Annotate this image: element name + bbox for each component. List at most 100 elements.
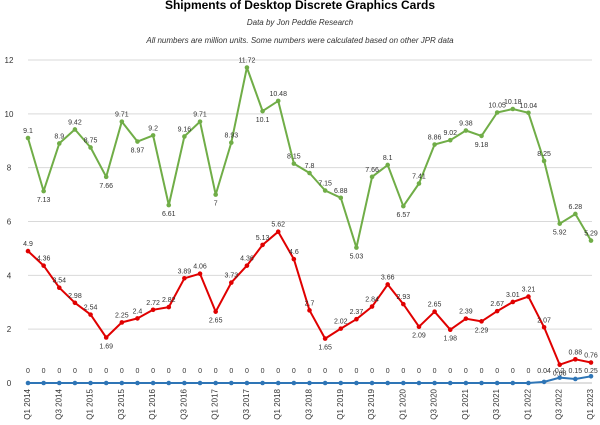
data-point (369, 174, 375, 180)
data-label: 0 (323, 368, 327, 375)
data-label: 2.4 (133, 308, 143, 315)
data-point (307, 380, 312, 386)
data-label: 0 (120, 368, 124, 375)
x-tick-label: Q1 2022 (523, 388, 532, 419)
data-point (354, 316, 359, 322)
data-point (432, 380, 437, 386)
data-point (432, 309, 437, 314)
data-point (322, 380, 328, 386)
data-point (119, 380, 125, 386)
data-label: 0.15 (569, 368, 583, 375)
data-point (432, 142, 437, 147)
data-label: 0 (308, 368, 312, 375)
data-label: 2.7 (305, 300, 315, 307)
y-tick-label: 2 (7, 325, 12, 334)
data-label: 0 (495, 368, 499, 375)
data-label: 8.1 (383, 155, 393, 162)
chart-note: All numbers are million units. Some numb… (145, 36, 454, 45)
data-point (573, 357, 578, 362)
data-point (385, 282, 390, 287)
data-label: 3.89 (178, 268, 192, 275)
data-label: 2.98 (68, 293, 82, 300)
data-label: 0 (417, 368, 421, 375)
data-label: 7.8 (305, 163, 315, 170)
data-point (182, 380, 187, 386)
data-label: 0 (73, 368, 77, 375)
data-label: 0 (229, 368, 233, 375)
data-point (244, 263, 250, 268)
data-label: 8.97 (131, 148, 145, 155)
data-label: 0 (386, 368, 390, 375)
data-point (88, 145, 93, 150)
data-label: 9.42 (68, 119, 82, 126)
data-label: 0.76 (584, 353, 598, 360)
data-label: 2.09 (412, 333, 426, 340)
data-point (119, 320, 125, 325)
data-point (275, 229, 281, 235)
data-label: 2.65 (428, 302, 442, 309)
data-point (354, 245, 359, 250)
data-point (25, 135, 31, 141)
data-label: 4.36 (37, 256, 51, 263)
data-point (463, 380, 469, 386)
data-label: 0 (261, 368, 265, 375)
data-point (197, 119, 203, 124)
data-point (416, 324, 422, 330)
data-label: 9.1 (23, 128, 33, 135)
data-point (510, 299, 516, 305)
data-label: 0 (480, 368, 484, 375)
data-label: 1.69 (99, 344, 113, 351)
data-point (447, 137, 453, 143)
data-label: 2.39 (459, 309, 473, 316)
data-point (401, 380, 406, 386)
data-point (463, 316, 469, 321)
data-label: 0 (151, 368, 155, 375)
data-label: 2.29 (475, 327, 489, 334)
data-label: 2.84 (365, 297, 379, 304)
x-tick-label: Q1 2019 (336, 388, 345, 419)
data-point (166, 202, 172, 208)
data-point (291, 161, 297, 166)
data-point (573, 376, 578, 382)
data-label: 4.06 (193, 264, 207, 271)
data-label: 4.9 (23, 241, 33, 248)
data-label: 0.25 (584, 368, 598, 375)
chart-subtitle: Data by Jon Peddie Research (247, 18, 354, 27)
data-label: 0 (370, 368, 374, 375)
data-point (416, 380, 422, 386)
data-label: 3.66 (381, 274, 395, 281)
data-point (447, 327, 453, 333)
data-label: 10.05 (488, 102, 506, 109)
data-point (275, 380, 281, 386)
data-label: 6.57 (397, 212, 411, 219)
data-point (72, 380, 78, 386)
data-label: 9.71 (115, 112, 129, 119)
data-label: 2.37 (350, 309, 364, 316)
data-point (510, 106, 516, 112)
data-point (291, 380, 297, 386)
data-point (25, 248, 31, 254)
x-tick-label: Q1 2016 (148, 388, 157, 419)
data-point (229, 280, 234, 285)
data-label: 0.68 (553, 371, 567, 378)
data-point (197, 271, 203, 277)
data-label: 8.75 (84, 137, 98, 144)
data-label: 3.73 (224, 273, 238, 280)
data-label: 0 (167, 368, 171, 375)
data-label: 7.15 (318, 181, 332, 188)
data-point (150, 380, 156, 386)
data-label: 0.88 (569, 349, 583, 356)
x-tick-label: Q1 2018 (273, 388, 282, 419)
data-label: 10.04 (520, 103, 538, 110)
x-tick-label: Q3 2022 (555, 388, 564, 419)
x-tick-label: Q3 2018 (305, 388, 314, 419)
data-point (479, 133, 484, 139)
data-label: 0 (354, 368, 358, 375)
data-point (526, 294, 531, 299)
data-label: 2.54 (84, 305, 98, 312)
data-label: 2.67 (490, 301, 504, 308)
data-point (182, 134, 187, 139)
data-point (260, 108, 265, 114)
data-point (401, 203, 406, 209)
data-labels: 9.1 7.13 8.9 9.42 8.75 7.66 9.71 8.97 9.2 6.61 9.1… (23, 58, 598, 378)
